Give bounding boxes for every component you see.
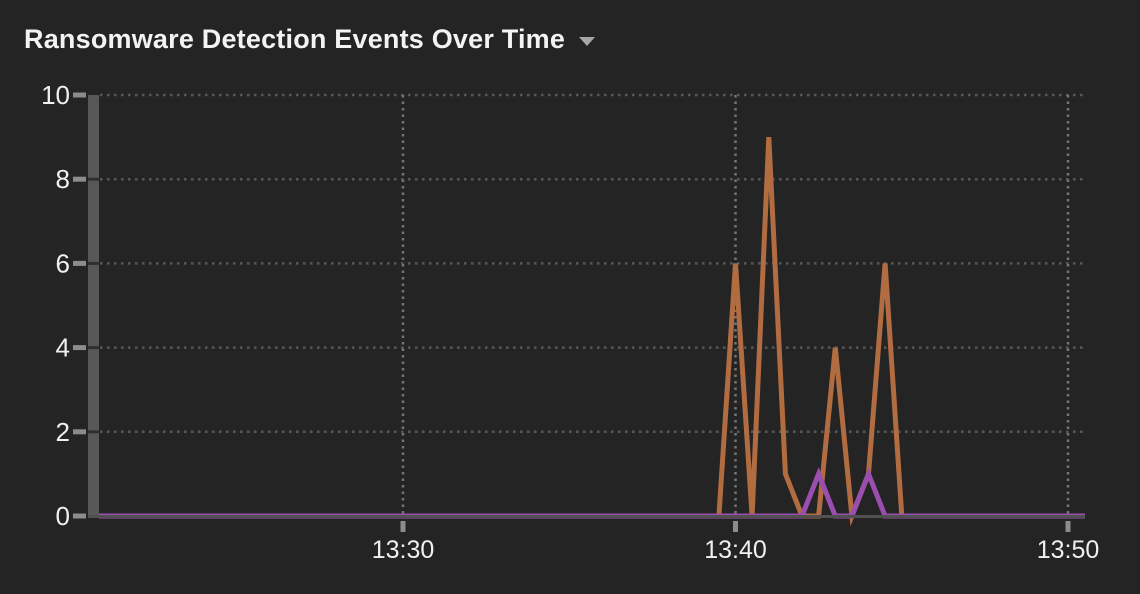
y-tick-label: 2 [56,417,70,447]
y-axis-bar-notch [88,261,99,265]
y-axis-bar-notch [88,430,99,434]
x-tick [733,521,738,532]
y-tick-label: 6 [56,248,70,278]
y-tick [73,429,86,435]
purple-series-line[interactable] [99,467,1085,519]
y-tick [73,513,86,519]
x-tick [400,521,406,532]
y-tick [73,345,86,351]
x-tick-label: 13:50 [1037,536,1100,564]
y-tick [73,92,86,98]
y-tick [73,260,86,266]
y-axis-bar-notch [88,346,99,350]
chart-title: Ransomware Detection Events Over Time [24,24,566,54]
orange-series-line[interactable] [99,136,1085,527]
y-tick-label: 8 [56,164,70,194]
y-tick-label: 10 [41,80,70,110]
x-tick-label: 13:40 [704,536,767,564]
x-tick-label: 13:30 [372,536,435,564]
caret-down-icon [579,36,596,46]
chart-title-dropdown[interactable]: Ransomware Detection Events Over Time [24,22,596,56]
y-tick [73,176,86,182]
y-tick-label: 0 [56,501,70,531]
y-tick-label: 4 [56,333,70,363]
x-tick [1065,521,1071,532]
y-axis-bar-notch [88,177,99,181]
y-axis-bar [88,95,99,518]
